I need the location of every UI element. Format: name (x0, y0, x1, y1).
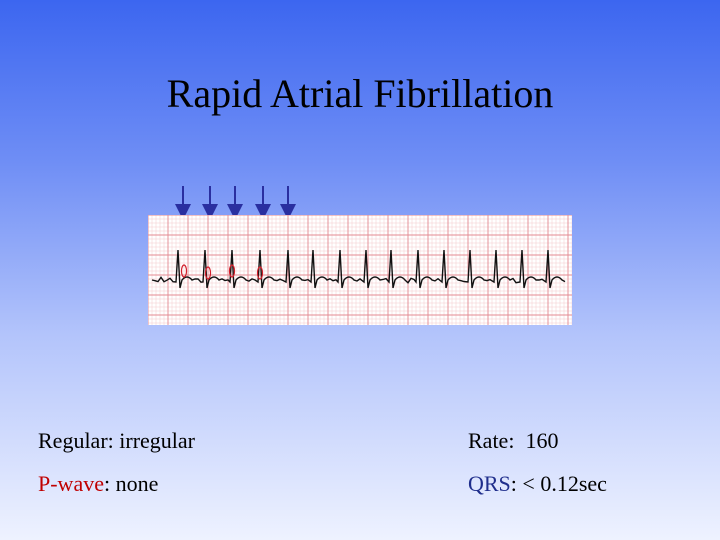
slide-title: Rapid Atrial Fibrillation (166, 71, 554, 116)
regular-field: Regular: irregular (38, 428, 195, 454)
ecg-svg (148, 215, 572, 325)
rate-value: 160 (525, 428, 559, 453)
p-wave-marker (256, 266, 264, 280)
p-wave-marker (180, 264, 188, 278)
pwave-field: P-wave: none (38, 471, 158, 497)
pwave-label: P-wave (38, 471, 104, 496)
qrs-value: : < 0.12sec (510, 471, 607, 496)
p-wave-marker (204, 266, 212, 280)
ecg-trace (151, 249, 566, 289)
rate-label: Rate: (468, 428, 515, 453)
rate-field: Rate: 160 (468, 428, 558, 454)
regular-label: Regular: (38, 428, 114, 453)
pwave-value: : none (103, 471, 159, 496)
ecg-strip (148, 215, 572, 325)
qrs-field: QRS: < 0.12sec (468, 471, 607, 497)
p-wave-marker (228, 264, 236, 278)
qrs-label: QRS (468, 471, 511, 496)
regular-value: irregular (119, 428, 195, 453)
